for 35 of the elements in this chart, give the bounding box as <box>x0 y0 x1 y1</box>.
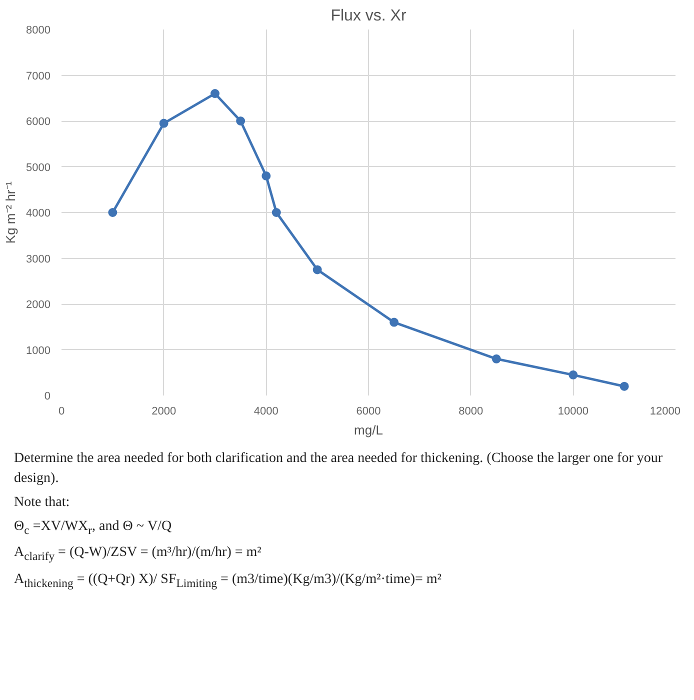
point <box>492 354 501 364</box>
y-tick-label: 8000 <box>26 24 51 36</box>
point <box>568 370 578 380</box>
text: A$_{thickening}$ = ((Q+Qr) X)/ SF$_{Limiting}$ = (m3/time)(Kg/m3)/(Kg/m²·time)= m² <box>14 570 442 592</box>
point <box>262 171 271 180</box>
y-axis-title: Kg m⁻² hr⁻¹ <box>3 180 18 244</box>
chart-title: Flux vs. Xr <box>330 8 407 24</box>
point <box>620 382 629 391</box>
point <box>390 318 399 327</box>
point <box>236 116 246 126</box>
text: A$_{clarify}$ = (Q-W)/ZSV = (m³/hr)/(m/hr) = m² <box>14 544 262 566</box>
point <box>108 208 118 217</box>
y-tick-label: 4000 <box>26 208 51 220</box>
y-tick-label: 7000 <box>26 70 51 82</box>
point <box>159 118 168 128</box>
x-tick-label: 12000 <box>650 406 681 418</box>
y-tick-label: 3000 <box>26 253 51 266</box>
y-tick-label: 1000 <box>26 344 51 357</box>
x-tick-label: 8000 <box>458 406 484 418</box>
text: Determine the area needed for both clarification and the area needed for thickening. (Choose the larger one for your design). <box>14 450 664 488</box>
text: Note that: <box>14 494 71 512</box>
x-tick-label: 10000 <box>558 406 588 418</box>
x-tick-label: 0 <box>58 406 65 418</box>
y-tick-label: 0 <box>44 390 51 402</box>
text: Θ$_{c}$ =XV/WX$_{r}$, and Θ ~ V/Q <box>14 518 173 539</box>
point <box>210 89 220 98</box>
y-tick-label: 6000 <box>26 116 51 128</box>
y-tick-label: 2000 <box>26 299 51 311</box>
point <box>272 208 281 217</box>
x-tick-label: 4000 <box>254 406 278 418</box>
y-tick-label: 5000 <box>26 162 51 174</box>
point <box>312 265 322 274</box>
x-axis-title: mg/L <box>354 422 383 438</box>
x-tick-label: 2000 <box>152 406 176 418</box>
x-tick-label: 6000 <box>356 406 381 418</box>
